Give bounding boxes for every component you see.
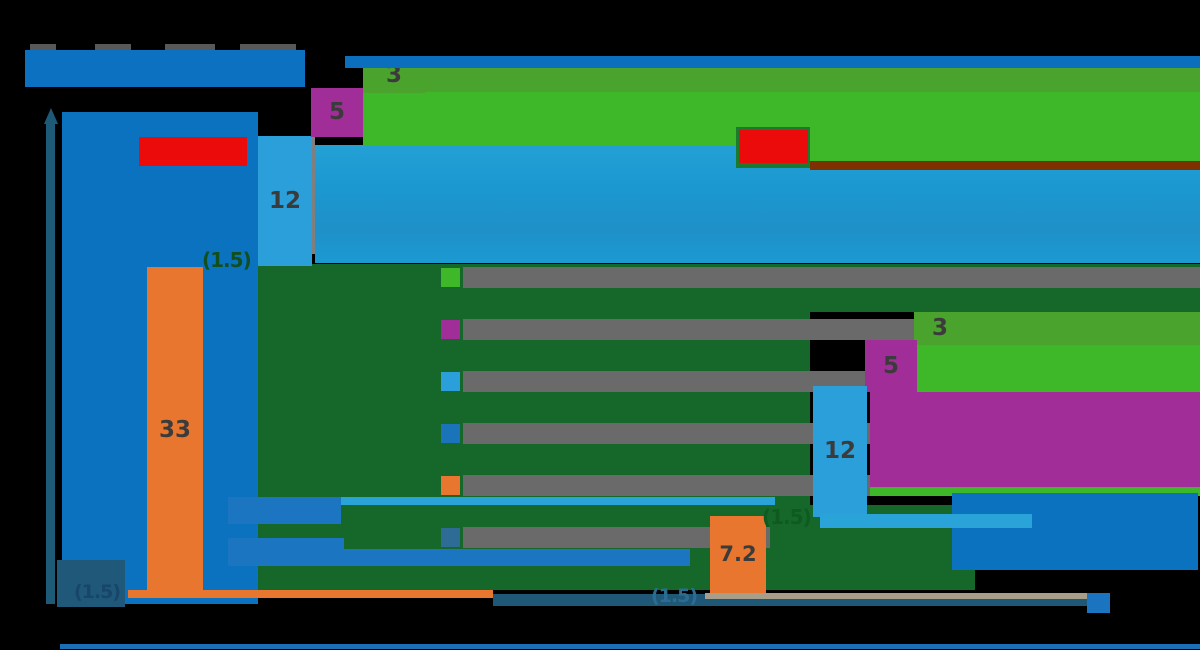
left-bar-33 [147, 267, 203, 590]
right-bar-3-value: 3 [931, 315, 948, 341]
right-cyan-strip-redaction [820, 514, 1032, 528]
left-red-value-redaction [139, 137, 247, 166]
right-band-green-mid [914, 312, 1200, 345]
left-axis-label-redaction [57, 560, 125, 607]
left-bluetext-line1-redaction [228, 497, 341, 524]
right-bar-7-2 [710, 516, 766, 593]
axis-arrow-head-icon [44, 108, 58, 124]
right-bar-12-value: 12 [823, 438, 856, 464]
right-note-1-5: (1.5) [762, 505, 812, 529]
right-band-purple [870, 392, 1200, 488]
left-bar-12-value: 12 [268, 187, 301, 214]
left-bar-5-value: 5 [328, 99, 345, 125]
title-speck [240, 44, 296, 51]
left-note-1-5-bottom: (1.5) [74, 581, 121, 603]
legend-row-text-redaction [463, 267, 1200, 288]
beige-strip-bottom [705, 593, 1090, 599]
legend-row-text-redaction [463, 527, 770, 548]
right-note-1-5-bottom: (1.5) [651, 585, 698, 607]
legend-swatch-green [441, 268, 460, 287]
left-cyan-strip-redaction [341, 497, 775, 505]
right-bluetext-redaction [952, 493, 1198, 570]
legend-swatch-orange [441, 476, 460, 495]
right-bar-12 [813, 386, 867, 517]
title-speck [30, 44, 56, 51]
left-bar-12 [258, 136, 312, 266]
right-strip-green [870, 487, 1200, 496]
left-bar-33-value: 33 [158, 416, 191, 443]
left-bar-3-value: 3 [385, 62, 402, 88]
green-band-top-upper-redaction [425, 68, 1200, 93]
legend-swatch-purple [441, 320, 460, 339]
legend-swatch-lightblue [441, 372, 460, 391]
right-bar-7-2-value: 7.2 [719, 542, 757, 566]
right-bar-5 [865, 340, 917, 392]
page-number-redaction [1087, 593, 1110, 613]
title-speck [95, 44, 131, 51]
orange-underline-strip [128, 590, 493, 598]
legend-swatch-blue [441, 424, 460, 443]
brown-strip-redaction [810, 161, 1200, 170]
left-bluetext-line2a-redaction [228, 538, 344, 566]
legend-swatch-steelblue [441, 528, 460, 547]
green-band-right-extension [810, 145, 1200, 161]
left-note-1-5-top: (1.5) [202, 248, 252, 272]
title-speck [165, 44, 215, 51]
left-bar-12-shadow [312, 136, 315, 254]
right-bar-5-value: 5 [882, 352, 899, 379]
left-bar-5 [311, 88, 363, 137]
left-bluetext-line2b-redaction [344, 549, 690, 566]
header-rule-redaction [345, 56, 1200, 68]
red-value-redaction [739, 130, 808, 163]
footer-line [60, 644, 1200, 649]
axis-arrow-shaft [46, 123, 55, 604]
right-band-green-bright [917, 345, 1200, 392]
slide-title-redaction [25, 50, 305, 87]
